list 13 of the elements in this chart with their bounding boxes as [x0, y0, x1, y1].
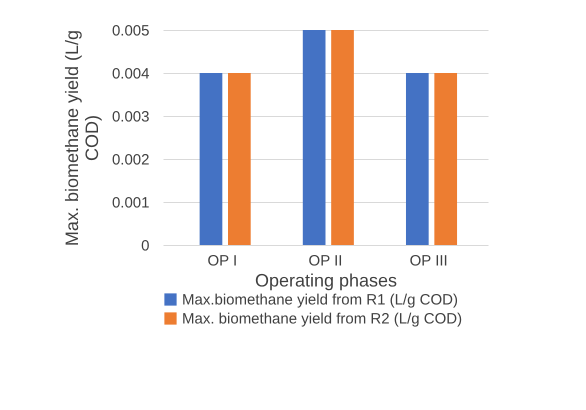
x-tick-label: OP II — [308, 252, 342, 270]
x-axis-title: Operating phases — [254, 270, 398, 290]
legend-label: Max.biomethane yield from R1 (L/g COD) — [182, 292, 458, 308]
x-tick-label: OP I — [207, 252, 238, 270]
y-tick-label: 0.002 — [112, 152, 150, 168]
y-axis-title: Max. biomethane yield (L/g COD) — [62, 30, 102, 246]
y-tick-label: 0.001 — [112, 194, 150, 212]
y-tick-label: 0.003 — [112, 108, 150, 126]
x-tick-label: OP III — [410, 252, 448, 270]
legend-label: Max. biomethane yield from R2 (L/g COD) — [182, 310, 462, 328]
y-tick-label: 0 — [141, 238, 150, 254]
y-tick-label: 0.005 — [112, 22, 150, 40]
y-tick-label: 0.004 — [112, 66, 150, 82]
